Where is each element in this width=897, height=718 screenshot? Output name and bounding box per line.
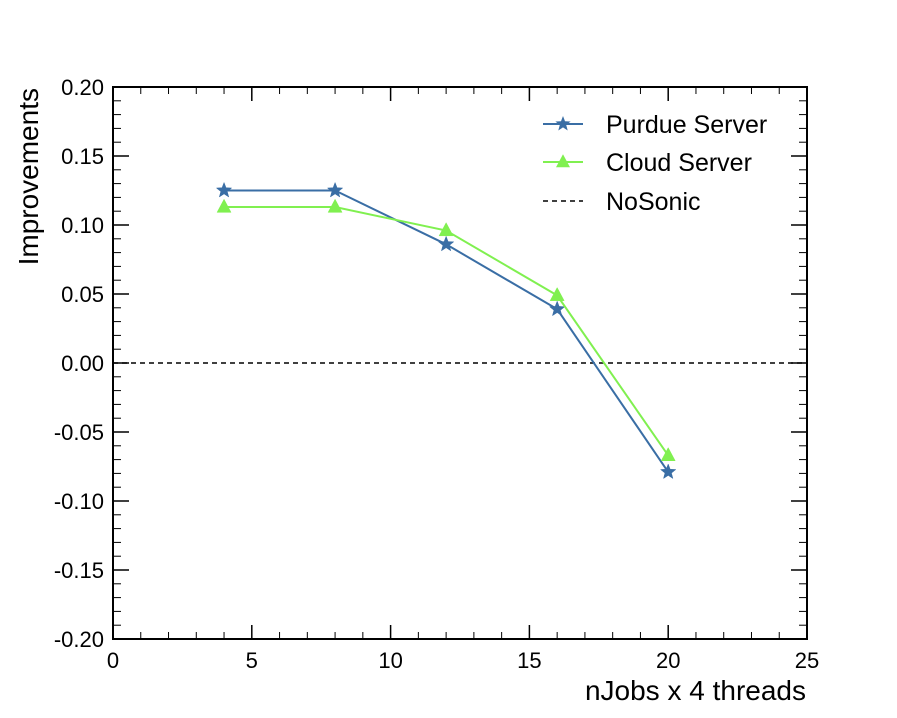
legend-label-nosonic: NoSonic [606, 188, 701, 216]
plot-frame [112, 86, 808, 640]
legend-item-cloud: Cloud Server [543, 149, 752, 177]
legend-item-nosonic: NoSonic [543, 188, 701, 216]
y-tick-label: -0.20 [54, 627, 104, 652]
y-tick-label: 0.10 [61, 213, 104, 238]
x-tick-label: 25 [795, 648, 819, 673]
y-axis-label: Improvements [13, 88, 44, 265]
tick-labels: 0 5 10 15 20 25 -0.20 -0.15 -0.10 -0.05 0.00 0.05 0.… [54, 75, 819, 673]
x-tick-label: 10 [378, 648, 402, 673]
y-tick-label: 0.15 [61, 144, 104, 169]
y-tick-label: 0.00 [61, 351, 104, 376]
data-point-star [326, 181, 344, 198]
y-tick-label: 0.05 [61, 282, 104, 307]
data-point-star [437, 235, 455, 252]
data-point-triangle [660, 447, 676, 462]
y-tick-label: -0.15 [54, 558, 104, 583]
x-tick-label: 20 [656, 648, 680, 673]
y-tick-label: -0.10 [54, 489, 104, 514]
legend-label-purdue: Purdue Server [606, 111, 767, 139]
data-point-star [215, 181, 233, 198]
legend: Purdue Server Cloud Server NoSonic [543, 111, 767, 216]
x-axis-label: nJobs x 4 threads [585, 675, 806, 706]
data-point-triangle [438, 222, 454, 237]
legend-marker-triangle [556, 154, 570, 168]
data-point-star [548, 300, 566, 317]
legend-item-purdue: Purdue Server [543, 111, 767, 139]
legend-marker-star [555, 116, 571, 131]
y-tick-label: 0.20 [61, 75, 104, 100]
x-tick-label: 5 [246, 648, 258, 673]
data-point-triangle [216, 198, 232, 213]
y-tick-label: -0.05 [54, 420, 104, 445]
data-point-star [659, 463, 677, 480]
data-point-triangle [327, 198, 343, 213]
x-tick-label: 15 [517, 648, 541, 673]
data-point-triangle [549, 287, 565, 301]
x-tick-label: 0 [107, 648, 119, 673]
legend-label-cloud: Cloud Server [606, 149, 752, 177]
series-layer [215, 181, 677, 480]
